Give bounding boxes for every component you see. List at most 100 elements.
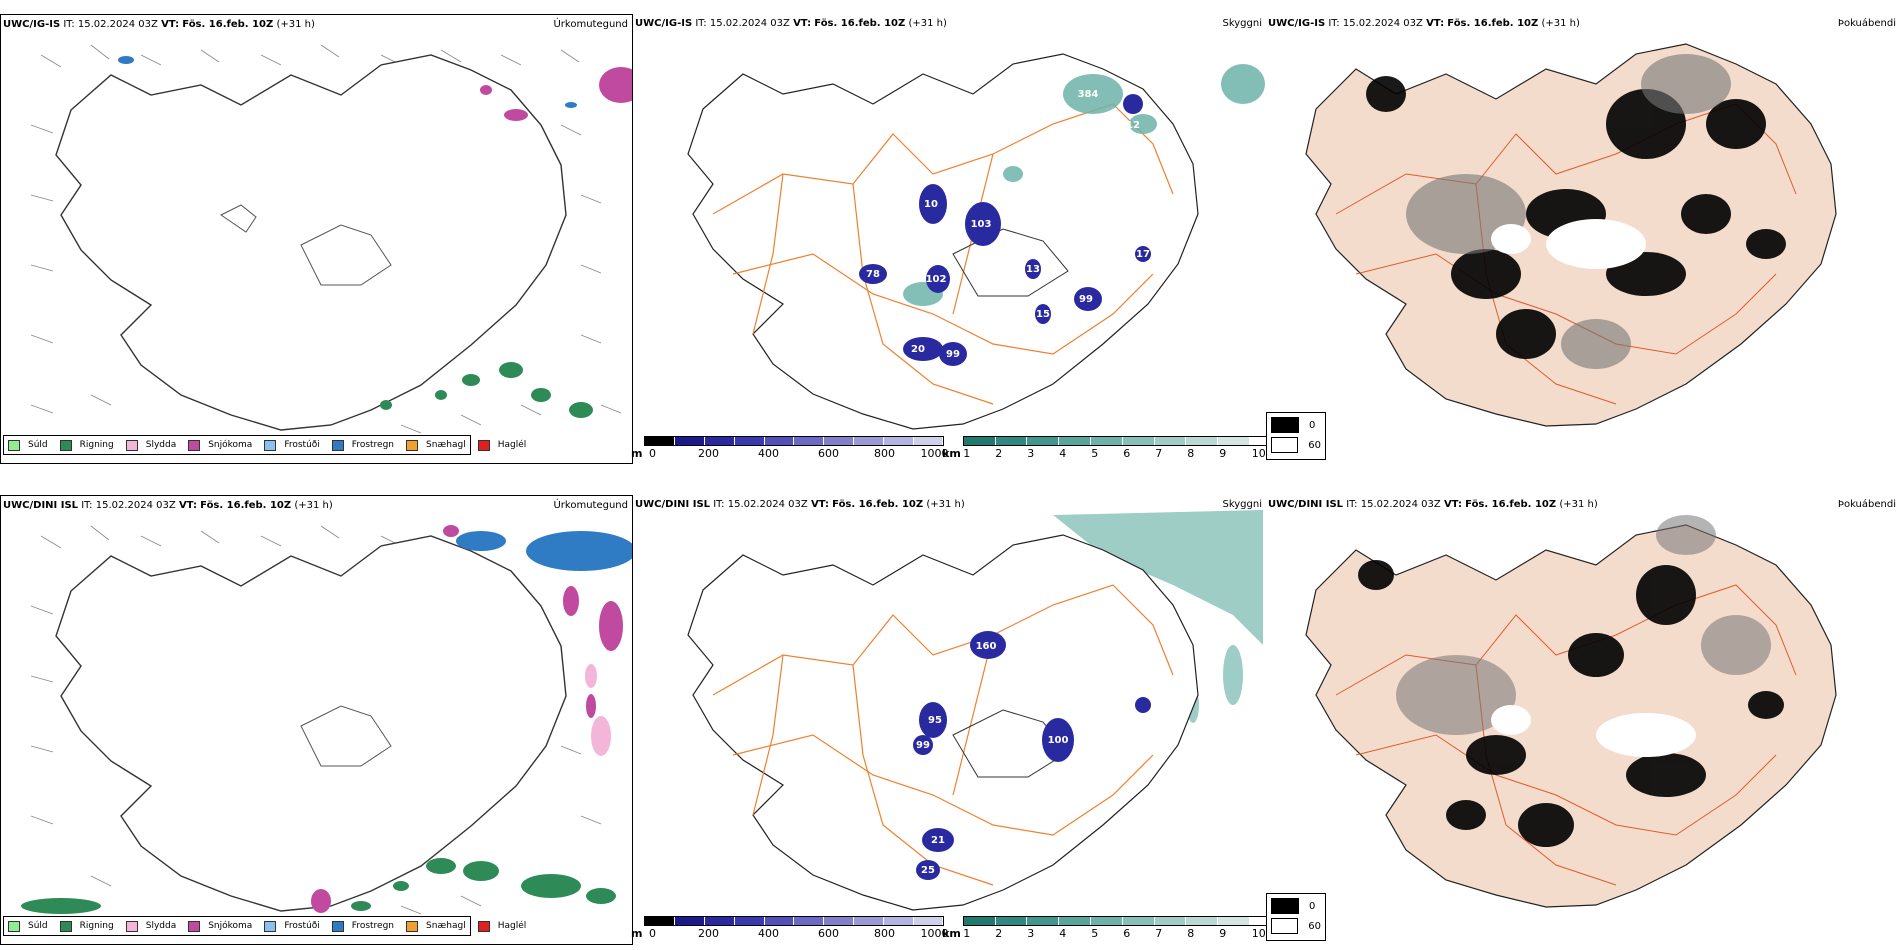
visibility-m-colorbar-row1: m 0 200 400 600 800 1000 bbox=[631, 916, 948, 940]
tick-label: 10 bbox=[1251, 447, 1266, 460]
vis-label: 95 bbox=[928, 715, 942, 726]
vis-label: 10 bbox=[924, 199, 938, 210]
visibility-map-row1: 160 95 99 100 21 25 bbox=[687, 510, 1263, 911]
vis-label: 17 bbox=[1136, 249, 1150, 260]
legend-swatch bbox=[331, 439, 344, 451]
tick-label: 2 bbox=[995, 927, 1003, 940]
precip-type-panel-row1: UWC/DINI ISL IT: 15.02.2024 03Z VT: Fös.… bbox=[0, 495, 633, 945]
tick-label: 3 bbox=[1027, 447, 1035, 460]
tick-label: 2 bbox=[995, 447, 1003, 460]
vis-label: 21 bbox=[931, 835, 945, 846]
fog-swatch-black bbox=[1271, 417, 1299, 433]
panel-title: Úrkomutegund bbox=[553, 19, 628, 30]
legend-item-freezing-drizzle: Frostúði bbox=[264, 439, 320, 451]
vis-label: 78 bbox=[866, 269, 880, 280]
legend-swatch bbox=[406, 439, 419, 451]
legend-swatch bbox=[477, 920, 490, 932]
tick-label: 1000 bbox=[920, 447, 949, 460]
vis-label: 9 bbox=[1170, 216, 1177, 227]
tick-label: 9 bbox=[1219, 447, 1227, 460]
model-header: UWC/IG-IS IT: 15.02.2024 03Z VT: Fös. 16… bbox=[635, 18, 947, 29]
legend-swatch bbox=[59, 920, 72, 932]
visibility-km-colorbar-row1: km 1 2 3 4 5 6 7 8 9 10 bbox=[942, 916, 1283, 940]
legend-item-graupel: Snæhagl bbox=[406, 920, 466, 932]
panel-title: Þokuábendi bbox=[1837, 18, 1896, 29]
tick-label: 7 bbox=[1155, 447, 1163, 460]
tick-label: 7 bbox=[1155, 927, 1163, 940]
panel-title: Úrkomutegund bbox=[553, 500, 628, 511]
vis-label: 20 bbox=[911, 344, 925, 355]
panel-title: Þokuábendi bbox=[1837, 499, 1896, 510]
model-header: UWC/DINI ISL IT: 15.02.2024 03Z VT: Fös.… bbox=[635, 499, 965, 510]
fog-map-row1 bbox=[1305, 515, 1837, 908]
legend-item-freezing-drizzle: Frostúði bbox=[264, 920, 320, 932]
tick-label: 5 bbox=[1091, 447, 1099, 460]
legend-item-snow: Snjókoma bbox=[188, 439, 252, 451]
iceland-outline bbox=[55, 54, 567, 431]
vis-label: 103 bbox=[971, 219, 992, 230]
visibility-panel-row1: 160 95 99 100 21 25 UWC/DINI ISL IT: 15.… bbox=[633, 495, 1266, 945]
legend-item-freezing-rain: Frostregn bbox=[331, 439, 394, 451]
iceland-outline bbox=[1305, 524, 1837, 908]
legend-swatch bbox=[477, 439, 490, 451]
legend-swatch bbox=[125, 439, 138, 451]
fog-legend-row1: 0 60 bbox=[1266, 893, 1326, 941]
vis-label: 99 bbox=[946, 349, 960, 360]
vis-label: 99 bbox=[916, 740, 930, 751]
fog-legend-row0: 0 60 bbox=[1266, 412, 1326, 460]
visibility-map-row0: 384 12 10 103 78 102 99 20 99 15 16 13 1… bbox=[687, 53, 1265, 430]
legend-swatch bbox=[59, 439, 72, 451]
legend-swatch bbox=[188, 920, 201, 932]
vis-label: 15 bbox=[1036, 309, 1050, 320]
tick-label: 3 bbox=[1027, 927, 1035, 940]
legend-swatch bbox=[8, 439, 20, 451]
vis-label: 16 bbox=[916, 384, 930, 395]
tick-label: 600 bbox=[817, 927, 839, 940]
precip-map-row1 bbox=[21, 525, 632, 915]
legend-item-rain: Rigning bbox=[59, 439, 114, 451]
fog-swatch-white bbox=[1271, 437, 1299, 453]
vis-label: 102 bbox=[926, 274, 947, 285]
legend-item-drizzle: Súld bbox=[8, 920, 48, 932]
tick-label: 200 bbox=[697, 927, 719, 940]
fog-index-panel-row0: UWC/IG-IS IT: 15.02.2024 03Z VT: Fös. 16… bbox=[1266, 14, 1900, 464]
legend-item-sleet: Slydda bbox=[125, 439, 176, 451]
legend-swatch bbox=[188, 439, 201, 451]
precip-map-row0 bbox=[30, 44, 632, 434]
visibility-panel-row0: 384 12 10 103 78 102 99 20 99 15 16 13 1… bbox=[633, 14, 1266, 464]
legend-item-hail: Haglél bbox=[477, 439, 526, 451]
vis-label: 12 bbox=[1126, 120, 1140, 131]
model-header: UWC/IG-IS IT: 15.02.2024 03Z VT: Fös. 16… bbox=[3, 19, 315, 30]
tick-label: 5 bbox=[1091, 927, 1099, 940]
legend-item-rain: Rigning bbox=[59, 920, 114, 932]
tick-label: 1000 bbox=[920, 927, 949, 940]
tick-label: 8 bbox=[1187, 927, 1195, 940]
tick-label: 4 bbox=[1059, 447, 1067, 460]
legend-item-snow: Snjókoma bbox=[188, 920, 252, 932]
legend-swatch bbox=[125, 920, 138, 932]
model-header: UWC/IG-IS IT: 15.02.2024 03Z VT: Fös. 16… bbox=[1268, 18, 1580, 29]
visibility-m-colorbar-row0: m 0 200 400 600 800 1000 bbox=[631, 436, 948, 460]
fog-index-panel-row1: UWC/DINI ISL IT: 15.02.2024 03Z VT: Fös.… bbox=[1266, 495, 1900, 945]
legend-swatch bbox=[331, 920, 344, 932]
tick-label: 9 bbox=[1219, 927, 1227, 940]
precip-legend: Súld Rigning Slydda Snjókoma Frostúði Fr… bbox=[3, 916, 526, 936]
legend-swatch bbox=[8, 920, 20, 932]
legend-swatch bbox=[406, 920, 419, 932]
road-network bbox=[712, 584, 1174, 886]
vis-label: 13 bbox=[1026, 264, 1040, 275]
legend-item-graupel: Snæhagl bbox=[406, 439, 466, 451]
model-header: UWC/DINI ISL IT: 15.02.2024 03Z VT: Fös.… bbox=[3, 500, 333, 511]
tick-label: 1 bbox=[963, 927, 971, 940]
visibility-km-colorbar-row0: km 1 2 3 4 5 6 7 8 9 10 bbox=[942, 436, 1283, 460]
tick-label: 1 bbox=[963, 447, 971, 460]
tick-label: 6 bbox=[1123, 927, 1131, 940]
iceland-outline bbox=[687, 53, 1199, 430]
vis-label: 160 bbox=[976, 641, 997, 652]
fog-swatch-white bbox=[1271, 918, 1299, 934]
vis-label: 99 bbox=[1079, 294, 1093, 305]
tick-label: 10 bbox=[1251, 927, 1266, 940]
vis-label: 100 bbox=[1048, 735, 1069, 746]
tick-label: 4 bbox=[1059, 927, 1067, 940]
iceland-outline bbox=[55, 535, 567, 912]
